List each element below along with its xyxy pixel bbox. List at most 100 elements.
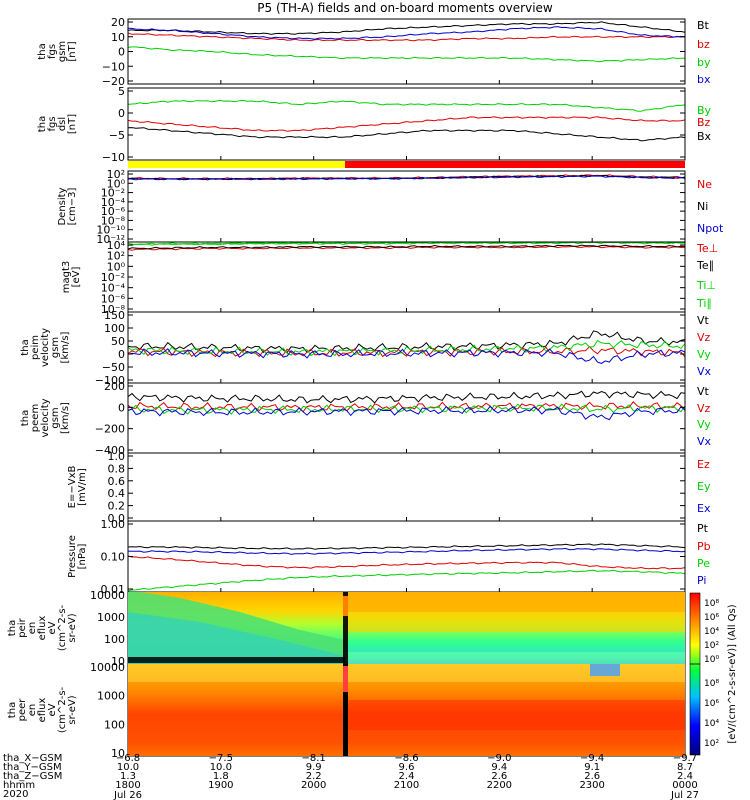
- legend-label: Vt: [697, 385, 710, 398]
- spectrogram-peir: [128, 592, 685, 664]
- y-axis-label: dsl: [57, 117, 68, 131]
- x-axis-row-label: tha_X−GSM: [3, 753, 62, 764]
- x-axis-value: 1800: [115, 780, 140, 791]
- panel-frame: [127, 87, 686, 161]
- colorbar-tick-label: 10⁴: [704, 719, 719, 729]
- x-axis-value: 2000: [301, 780, 326, 791]
- legend-label: Te∥: [696, 259, 714, 272]
- y-tick-label: 10: [111, 31, 125, 44]
- series-temperature-1: [127, 244, 686, 250]
- y-tick-label: 0.8: [108, 462, 126, 475]
- y-axis-label: tha: [20, 339, 31, 355]
- y-axis-label: fgs: [47, 44, 58, 59]
- series-pressure-1: [127, 555, 686, 570]
- x-axis-value: 9.1: [584, 762, 600, 773]
- y-axis-label: E=−VxB: [67, 466, 78, 509]
- colorbar-tick-label: 10⁰: [704, 655, 719, 665]
- y-tick-label: 0.10: [101, 551, 126, 564]
- colorbar-tick-label: 10²: [704, 641, 719, 651]
- y-tick-label: 1000: [97, 690, 125, 703]
- series-fgs_dsl-0: [127, 99, 686, 112]
- x-axis-value: 2.4: [399, 771, 415, 782]
- x-axis-value: 2.6: [491, 771, 507, 782]
- y-tick-label: 10⁻⁴: [101, 196, 126, 209]
- y-tick-label: 10: [111, 747, 125, 760]
- series-peim_velocity-2: [127, 340, 686, 357]
- y-tick-label: 1.0: [108, 450, 126, 463]
- y-axis-label: tha: [37, 116, 48, 132]
- x-axis-value: 2.6: [584, 771, 600, 782]
- legend-label: Ne: [697, 178, 712, 191]
- legend-label: Pb: [697, 540, 711, 553]
- x-axis-value: 1.8: [213, 771, 229, 782]
- legend-label: Ti⊥: [696, 279, 716, 292]
- y-tick-label: 50: [111, 335, 125, 348]
- y-axis-label: sr-eV): [67, 695, 78, 724]
- legend-label: Vt: [697, 314, 710, 327]
- y-axis-label: [cm−3]: [67, 188, 78, 226]
- y-tick-label: 0.2: [108, 500, 126, 513]
- y-tick-label: 10²: [107, 250, 125, 263]
- y-tick-label: 10⁻²: [101, 271, 125, 284]
- legend-label: Bz: [697, 116, 711, 129]
- y-axis-label: gsm: [50, 407, 61, 428]
- y-axis-label: Pressure: [67, 535, 78, 578]
- y-axis-label: peem: [30, 404, 41, 432]
- y-tick-label: 0.6: [108, 475, 126, 488]
- y-tick-label: 100: [104, 633, 125, 646]
- mode-bar: [128, 161, 685, 168]
- y-tick-label: −200: [95, 423, 125, 436]
- legend-label: Bx: [697, 130, 712, 143]
- x-axis-value: 10.0: [117, 762, 139, 773]
- panel-fgs_gsm: 20 10 0−10 −20 tha fgs gsm [nT] Bt bz by bx: [37, 16, 711, 88]
- y-tick-label: −20: [102, 75, 125, 88]
- legend-label: Ti∥: [696, 297, 712, 310]
- legend-label: Pe: [697, 557, 710, 570]
- series-fgs_gsm-2: [127, 46, 686, 63]
- y-tick-label: 10⁻¹²: [96, 233, 125, 246]
- figure-title: P5 (TH-A) fields and on-board moments ov…: [257, 1, 553, 15]
- x-axis-value: 9.6: [399, 762, 415, 773]
- x-axis-table: tha_X−GSMtha_Y−GSMtha_Z−GSMhhmm2020−6.81…: [3, 753, 699, 800]
- x-axis-value: 8.7: [677, 762, 693, 773]
- series-pressure-2: [127, 569, 686, 592]
- legend-label: Pt: [697, 522, 709, 535]
- y-axis-label: gsm: [50, 337, 61, 358]
- y-tick-label: −50: [102, 361, 125, 374]
- legend-label: Npot: [697, 222, 724, 235]
- y-tick-label: 10000: [90, 661, 125, 674]
- y-axis-label: tha: [7, 620, 18, 636]
- y-tick-label: 0: [118, 348, 125, 361]
- y-axis-label: tha: [7, 702, 18, 718]
- y-tick-label: −10: [102, 60, 125, 73]
- y-tick-label: 100: [104, 718, 125, 731]
- y-tick-label: 10²: [107, 168, 125, 181]
- y-axis-label: eflux: [37, 616, 48, 641]
- legend-label: Ni: [697, 200, 708, 213]
- colorbar-tick-label: 10²: [704, 739, 719, 749]
- x-axis-value: 0000: [672, 780, 697, 791]
- y-tick-label: 150: [104, 309, 125, 322]
- y-tick-label: 0: [118, 107, 125, 120]
- y-tick-label: 1000: [97, 611, 125, 624]
- series-peim_velocity-3: [127, 348, 686, 364]
- series-pressure-0: [127, 543, 686, 550]
- legend-label: Vy: [697, 348, 711, 361]
- x-axis-value: −8.6: [394, 753, 418, 764]
- x-axis-value: −7.5: [209, 753, 233, 764]
- panel-pressure: 1.00 0.10 0.01 Pressure [nPa] Pt Pb Pe Pi: [67, 518, 711, 596]
- y-axis-label: [km/s]: [60, 331, 71, 363]
- panel-frame: [127, 382, 686, 454]
- y-tick-label: 5: [118, 85, 125, 98]
- x-axis-row-label: hhmm: [3, 780, 35, 791]
- y-axis-label: sr-eV): [67, 613, 78, 642]
- x-axis-value: −8.1: [302, 753, 326, 764]
- y-tick-label: 10⁻⁸: [101, 303, 126, 316]
- x-axis-value: −9.4: [580, 753, 604, 764]
- x-axis-value: 2200: [487, 780, 512, 791]
- y-axis-label: en: [27, 704, 38, 717]
- y-tick-label: 10⁻²: [101, 187, 125, 200]
- spectrogram-peer: [128, 664, 685, 756]
